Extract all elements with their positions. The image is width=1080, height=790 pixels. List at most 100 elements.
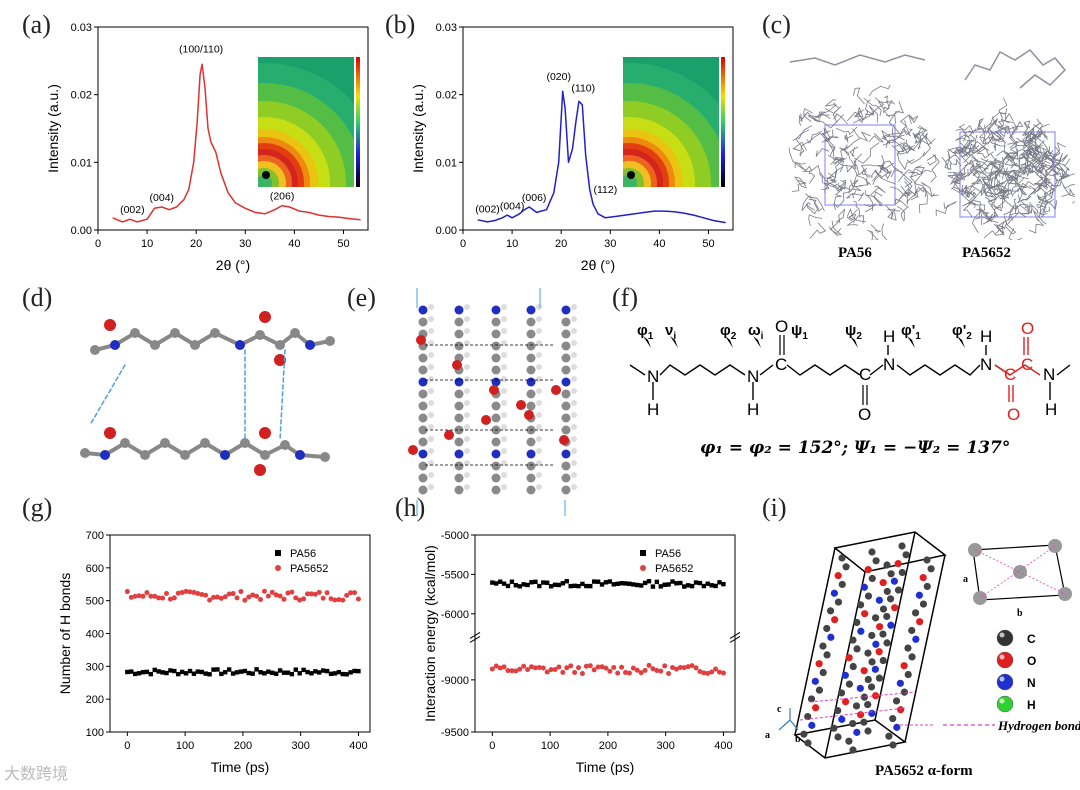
panel-label-f: (f) <box>612 283 638 312</box>
x-tick-label: 200 <box>234 740 252 752</box>
data-point <box>599 582 605 587</box>
atom-o1: O <box>775 317 788 336</box>
y-tick-label: 0.03 <box>71 22 92 34</box>
chart-h-energy: Time (ps) Interaction energy (kcal/mol) 0 1… <box>422 530 741 775</box>
x-axis-label: Time (ps) <box>211 759 270 775</box>
data-point <box>238 669 244 674</box>
axis-a-label: a <box>765 730 770 741</box>
legend-marker <box>275 550 281 556</box>
y-axis-label: Intensity (a.u.) <box>410 84 426 173</box>
y-tick-label: 0.00 <box>71 225 92 237</box>
y-tick-label: 700 <box>86 530 104 542</box>
data-point <box>226 667 232 672</box>
x-tick-label: 400 <box>714 740 732 752</box>
data-point <box>328 596 334 602</box>
data-point <box>222 594 228 600</box>
data-point <box>579 671 585 677</box>
data-point <box>544 669 550 675</box>
data-point <box>124 589 130 595</box>
data-point <box>654 668 660 674</box>
angle-phi1: φ1 <box>637 322 654 342</box>
x-tick-label: 400 <box>349 740 367 752</box>
peak-annotation: (006) <box>522 192 547 204</box>
data-point <box>352 590 358 596</box>
atom-o2: O <box>858 405 871 424</box>
peak-annotation: (002) <box>120 204 145 216</box>
data-point <box>219 671 224 677</box>
data-point <box>175 590 181 596</box>
data-point <box>525 582 530 588</box>
angle-phiprime2: φ'2 <box>952 322 972 342</box>
y-tick-label: -6000 <box>441 609 469 621</box>
data-point <box>254 593 260 599</box>
data-point <box>313 669 318 674</box>
data-point <box>552 666 558 672</box>
data-point <box>682 584 687 589</box>
panel-label-a: (a) <box>22 10 51 39</box>
data-point <box>128 594 134 600</box>
chart-g-hbonds: Time (ps) Number of H bonds 0 100 200 300 400 1… <box>57 530 371 775</box>
peak-annotation: (002) <box>475 203 500 215</box>
data-point <box>529 580 534 585</box>
data-point <box>650 666 656 672</box>
data-point <box>556 664 562 670</box>
data-point <box>301 667 306 673</box>
data-point <box>230 591 236 597</box>
data-point <box>685 664 691 670</box>
data-point <box>564 579 569 584</box>
watermark: 大数跨境 <box>4 764 69 783</box>
data-point <box>713 583 718 589</box>
data-point <box>583 663 589 669</box>
data-point <box>681 665 687 671</box>
data-point <box>701 583 707 589</box>
data-point <box>129 669 134 674</box>
angle-psi2: ψ2 <box>845 322 862 342</box>
data-point <box>513 668 519 674</box>
data-point <box>281 670 287 675</box>
data-point <box>560 669 566 675</box>
legend-atom-H <box>996 695 1014 713</box>
data-point <box>650 584 656 589</box>
data-point <box>148 671 154 677</box>
data-point <box>183 588 189 594</box>
data-point <box>541 580 546 585</box>
data-point <box>568 583 573 589</box>
data-point <box>548 584 554 589</box>
data-point <box>521 582 526 587</box>
y-tick-label: 600 <box>86 563 104 575</box>
data-point <box>556 582 562 588</box>
data-point <box>584 583 589 589</box>
data-point <box>136 593 142 599</box>
data-point <box>505 583 511 589</box>
data-point <box>685 583 691 588</box>
data-point <box>619 664 625 670</box>
atom-n1: N <box>647 367 659 386</box>
data-point <box>262 671 267 676</box>
data-point <box>505 668 511 674</box>
data-point <box>152 667 157 673</box>
data-point <box>517 584 522 589</box>
panel-label-d: (d) <box>22 283 53 312</box>
data-point <box>517 666 523 672</box>
atom-c4: C <box>1021 355 1033 374</box>
data-point <box>140 670 146 675</box>
data-point <box>218 595 224 601</box>
data-point <box>160 670 165 675</box>
angle-phiprime1: φ'1 <box>901 322 921 342</box>
data-point <box>631 582 636 587</box>
x-axis-label: 2θ (°) <box>581 257 615 273</box>
x-axis-label: Time (ps) <box>576 759 635 775</box>
data-point <box>529 664 535 670</box>
data-point <box>191 589 197 595</box>
top-view-b-label: b <box>1017 608 1023 619</box>
data-point <box>627 581 632 586</box>
y-tick-label: 400 <box>86 629 104 641</box>
data-point <box>140 593 146 599</box>
x-tick-label: 50 <box>337 238 349 250</box>
data-point <box>697 580 703 586</box>
data-point <box>533 579 538 584</box>
data-point <box>673 666 679 672</box>
data-point <box>658 584 663 589</box>
panel-label-e: (e) <box>347 283 376 312</box>
top-view-a-label: a <box>963 574 968 585</box>
